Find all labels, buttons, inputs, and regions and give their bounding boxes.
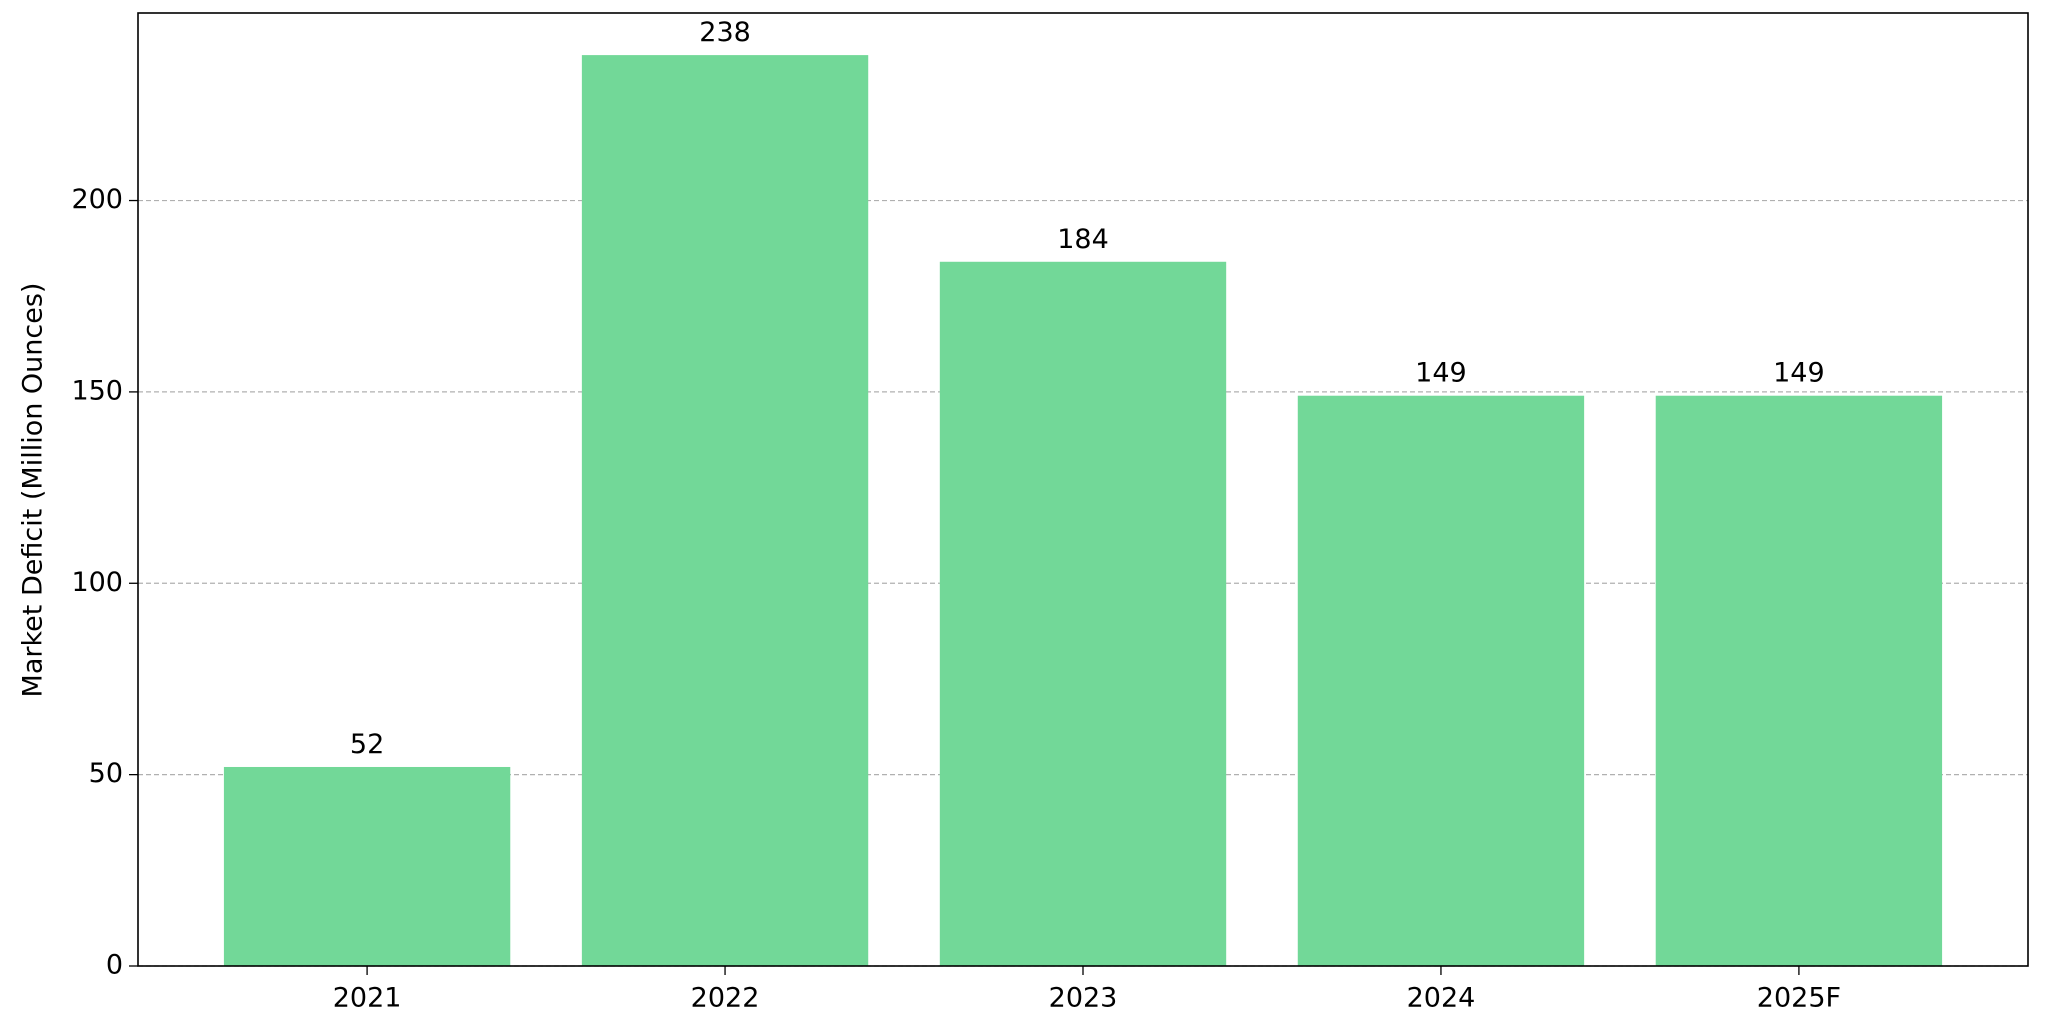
bar <box>223 766 511 966</box>
y-tick-label: 200 <box>71 184 123 215</box>
y-tick-label: 100 <box>71 567 123 598</box>
value-label: 149 <box>1773 358 1825 389</box>
x-tick-label: 2023 <box>1049 983 1118 1014</box>
value-label: 149 <box>1415 358 1467 389</box>
value-label: 184 <box>1057 224 1109 255</box>
value-label: 238 <box>699 17 751 48</box>
x-tick-label: 2025F <box>1757 983 1841 1014</box>
y-tick-label: 150 <box>71 375 123 406</box>
x-tick-label: 2022 <box>691 983 760 1014</box>
x-tick-label: 2021 <box>333 983 402 1014</box>
bar <box>581 55 869 966</box>
value-label: 52 <box>350 729 384 760</box>
bar <box>939 261 1227 966</box>
plot-frame <box>137 12 2029 967</box>
y-tick-label: 0 <box>106 950 123 981</box>
x-tick-label: 2024 <box>1407 983 1476 1014</box>
bar <box>1655 395 1943 966</box>
bar <box>1297 395 1585 966</box>
y-tick-label: 50 <box>89 758 123 789</box>
y-axis-label: Market Deficit (Million Ounces) <box>18 283 49 698</box>
